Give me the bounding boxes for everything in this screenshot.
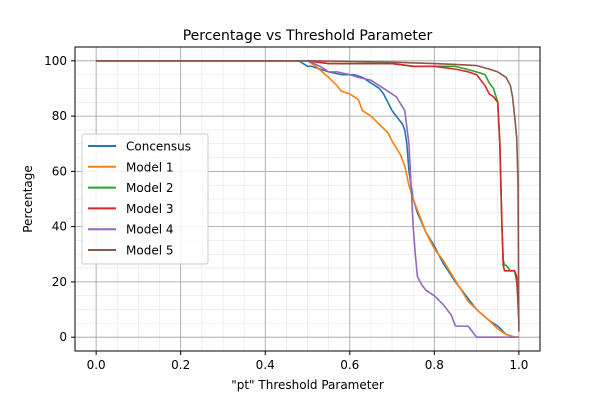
y-axis-label: Percentage: [21, 165, 35, 233]
x-tick-label: 0.6: [340, 358, 359, 372]
x-tick-label: 0.4: [256, 358, 275, 372]
x-axis-ticks: 0.0 0.2 0.4 0.6 0.8 1.0: [87, 351, 528, 372]
y-tick-label: 60: [52, 164, 67, 178]
x-tick-label: 1.0: [509, 358, 528, 372]
series-line-model-5: [96, 60, 520, 332]
legend-label-concensus: Concensus: [126, 140, 191, 154]
series-line-model-1: [96, 60, 519, 338]
legend-label-model-3: Model 3: [126, 202, 173, 216]
y-tick-label: 20: [52, 275, 67, 289]
series-lines: [96, 60, 520, 338]
legend: Concensus Model 1 Model 2 Model 3 Model 4 Mod…: [81, 133, 209, 265]
y-tick-label: 100: [44, 54, 67, 68]
y-axis-ticks: 0 20 40 60 80 100: [44, 54, 75, 344]
x-tick-label: 0.8: [425, 358, 444, 372]
plot-frame: [74, 46, 541, 352]
y-tick-label: 80: [52, 109, 67, 123]
legend-label-model-2: Model 2: [126, 181, 173, 195]
legend-label-model-1: Model 1: [126, 160, 173, 174]
x-tick-label: 0.0: [87, 358, 106, 372]
series-line-model-3: [96, 60, 520, 324]
legend-label-model-4: Model 4: [126, 223, 173, 237]
chart-title: Percentage vs Threshold Parameter: [183, 28, 433, 44]
y-tick-label: 0: [59, 330, 67, 344]
x-axis-label: "pt" Threshold Parameter: [231, 378, 384, 392]
series-line-model-4: [96, 60, 519, 338]
x-tick-label: 0.2: [171, 358, 190, 372]
y-tick-label: 40: [52, 220, 67, 234]
legend-label-model-5: Model 5: [126, 244, 173, 258]
